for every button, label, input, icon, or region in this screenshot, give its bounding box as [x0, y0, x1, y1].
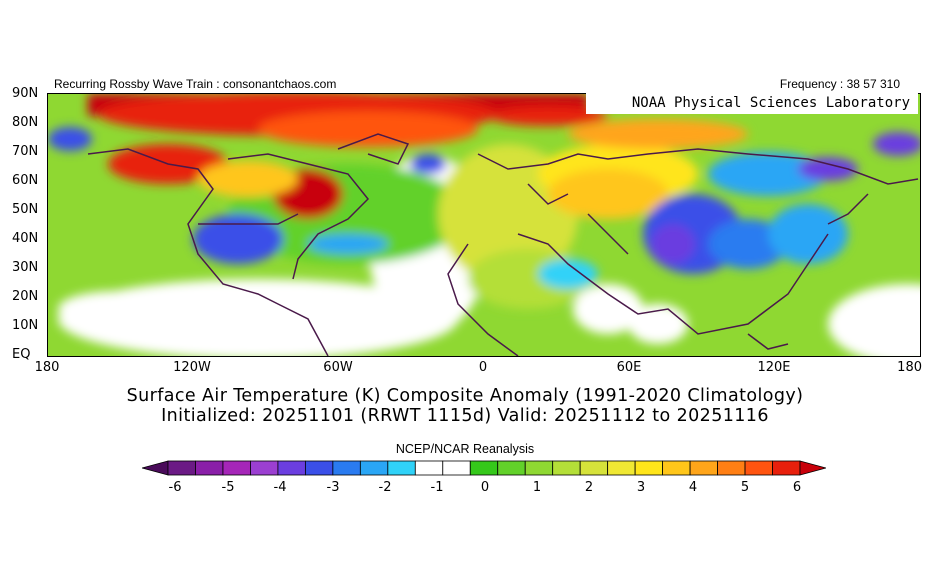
cb-tick: 3	[636, 480, 646, 495]
lon-label-120e: 120E	[757, 360, 791, 375]
colorbar-swatch	[772, 460, 801, 476]
colorbar-swatch	[689, 460, 718, 476]
lon-label-60e: 60E	[616, 360, 642, 375]
colorbar-swatch	[662, 460, 691, 476]
lon-label-60w: 60W	[323, 360, 353, 375]
cb-tick: 4	[688, 480, 698, 495]
lon-label-0: 0	[478, 360, 488, 375]
colorbar-swatch	[607, 460, 636, 476]
colorbar-swatch	[195, 460, 224, 476]
lat-label-20n: 20N	[12, 289, 39, 304]
colorbar-swatch	[552, 460, 581, 476]
header-left-label: Recurring Rossby Wave Train : consonantc…	[54, 77, 337, 91]
cb-tick: 2	[584, 480, 594, 495]
colorbar-swatch	[414, 460, 444, 476]
source-label: NCEP/NCAR Reanalysis	[395, 442, 535, 456]
lat-label-30n: 30N	[12, 260, 39, 275]
lat-label-90n: 90N	[12, 86, 39, 101]
cb-tick: 6	[792, 480, 802, 495]
lat-label-60n: 60N	[12, 173, 39, 188]
lat-label-80n: 80N	[12, 115, 39, 130]
map-title-line1: Surface Air Temperature (K) Composite An…	[126, 386, 804, 406]
lon-label-180w: 180	[34, 360, 60, 375]
lat-label-40n: 40N	[12, 231, 39, 246]
lon-label-120w: 120W	[173, 360, 211, 375]
lat-label-10n: 10N	[12, 318, 39, 333]
cb-tick: -2	[378, 480, 392, 495]
lat-label-eq: EQ	[12, 347, 31, 362]
colorbar-swatch	[359, 460, 389, 476]
colorbar-swatch	[222, 460, 251, 476]
anomaly-field	[48, 94, 920, 356]
colorbar-arrow-right	[799, 460, 826, 476]
lon-label-180e: 180	[897, 360, 922, 375]
colorbar-swatch	[524, 460, 554, 476]
cb-tick: 0	[480, 480, 490, 495]
colorbar-swatch	[250, 460, 279, 476]
colorbar-swatch	[387, 460, 416, 476]
colorbar-swatch	[469, 460, 499, 476]
coastlines	[87, 133, 919, 356]
colorbar-swatch	[332, 460, 361, 476]
colorbar-swatch	[579, 460, 609, 476]
cb-tick: -6	[168, 480, 182, 495]
colorbar-swatch	[167, 460, 196, 476]
cb-tick: 1	[532, 480, 542, 495]
colorbar-swatch	[497, 460, 526, 476]
noaa-watermark: NOAA Physical Sciences Laboratory	[585, 93, 918, 114]
cb-tick: -5	[221, 480, 235, 495]
colorbar-swatch	[717, 460, 746, 476]
colorbar-swatch	[442, 460, 471, 476]
cb-tick: -4	[273, 480, 287, 495]
colorbar-swatch	[304, 460, 334, 476]
cb-tick: -3	[326, 480, 340, 495]
header-right-label: Frequency : 38 57 310	[779, 77, 900, 91]
cb-tick: -1	[430, 480, 444, 495]
colorbar-swatch	[634, 460, 664, 476]
lat-label-50n: 50N	[12, 202, 39, 217]
colorbar-swatch	[277, 460, 306, 476]
cb-tick: 5	[740, 480, 750, 495]
colorbar	[142, 460, 826, 476]
anomaly-map	[47, 93, 921, 357]
map-title-line2: Initialized: 20251101 (RRWT 1115d) Valid…	[161, 406, 769, 426]
colorbar-arrow-left	[142, 460, 169, 476]
anomaly-map-svg	[48, 94, 920, 356]
colorbar-swatch	[744, 460, 773, 476]
lat-label-70n: 70N	[12, 144, 39, 159]
